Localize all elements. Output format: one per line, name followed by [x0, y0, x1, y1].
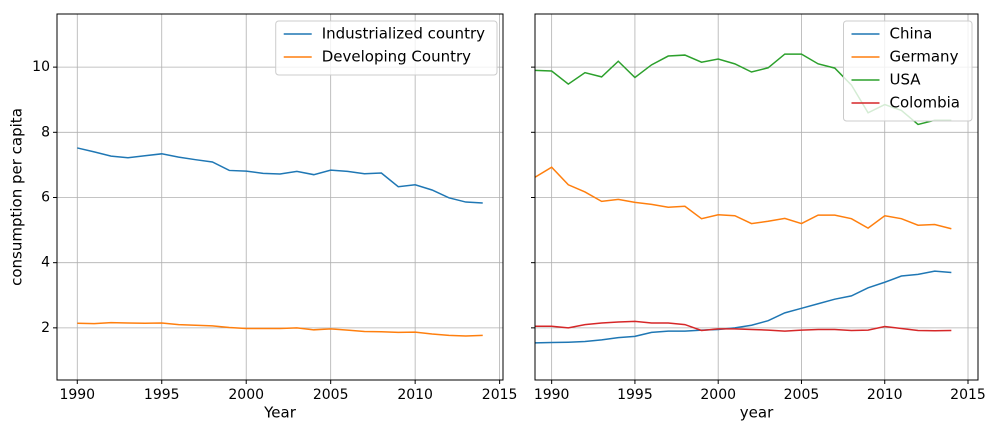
- x-tick-label: 2000: [228, 387, 264, 403]
- x-tick-label: 1995: [617, 387, 653, 403]
- series-line: [77, 321, 483, 337]
- y-tick-label: 2: [41, 320, 50, 336]
- y-tick-label: 10: [32, 59, 50, 75]
- legend-box: [275, 20, 498, 76]
- x-tick-label: 1995: [144, 387, 180, 403]
- x-tick-label: 2010: [867, 387, 903, 403]
- legend-label: Developing Country: [322, 48, 471, 66]
- series-line: [535, 166, 952, 230]
- legend-label: Germany: [890, 48, 959, 66]
- plot-area: [535, 53, 952, 344]
- plot-frame: [56, 13, 504, 381]
- y-tick-label: 8: [41, 124, 50, 140]
- series-line: [535, 270, 952, 344]
- x-tick-label: 2015: [482, 387, 518, 403]
- y-tick-label: 6: [41, 189, 50, 205]
- x-tick-label: 2000: [700, 387, 736, 403]
- plot-area: [77, 147, 483, 337]
- x-tick-label: 2015: [950, 387, 986, 403]
- plot-frame: [534, 13, 979, 381]
- series-line: [77, 147, 483, 204]
- legend-label: Industrialized country: [322, 25, 485, 43]
- x-tick-label: 1990: [534, 387, 570, 403]
- x-tick-label: 2005: [784, 387, 820, 403]
- legend-label: China: [890, 25, 933, 43]
- x-axis-label: Year: [263, 404, 297, 422]
- legend-label: USA: [890, 71, 922, 89]
- series-line: [535, 320, 952, 332]
- x-tick-label: 1990: [59, 387, 95, 403]
- x-tick-label: 2005: [313, 387, 349, 403]
- legend: Industrialized country Developing Country: [275, 20, 498, 76]
- y-tick-label: 4: [41, 255, 50, 271]
- x-axis-label: year: [740, 404, 774, 422]
- y-axis-label: consumption per capita: [8, 108, 26, 286]
- x-tick-label: 2010: [397, 387, 433, 403]
- legend-box: [843, 20, 973, 122]
- legend-label: Colombia: [890, 94, 961, 112]
- legend: China Germany USA Colombia: [843, 20, 973, 122]
